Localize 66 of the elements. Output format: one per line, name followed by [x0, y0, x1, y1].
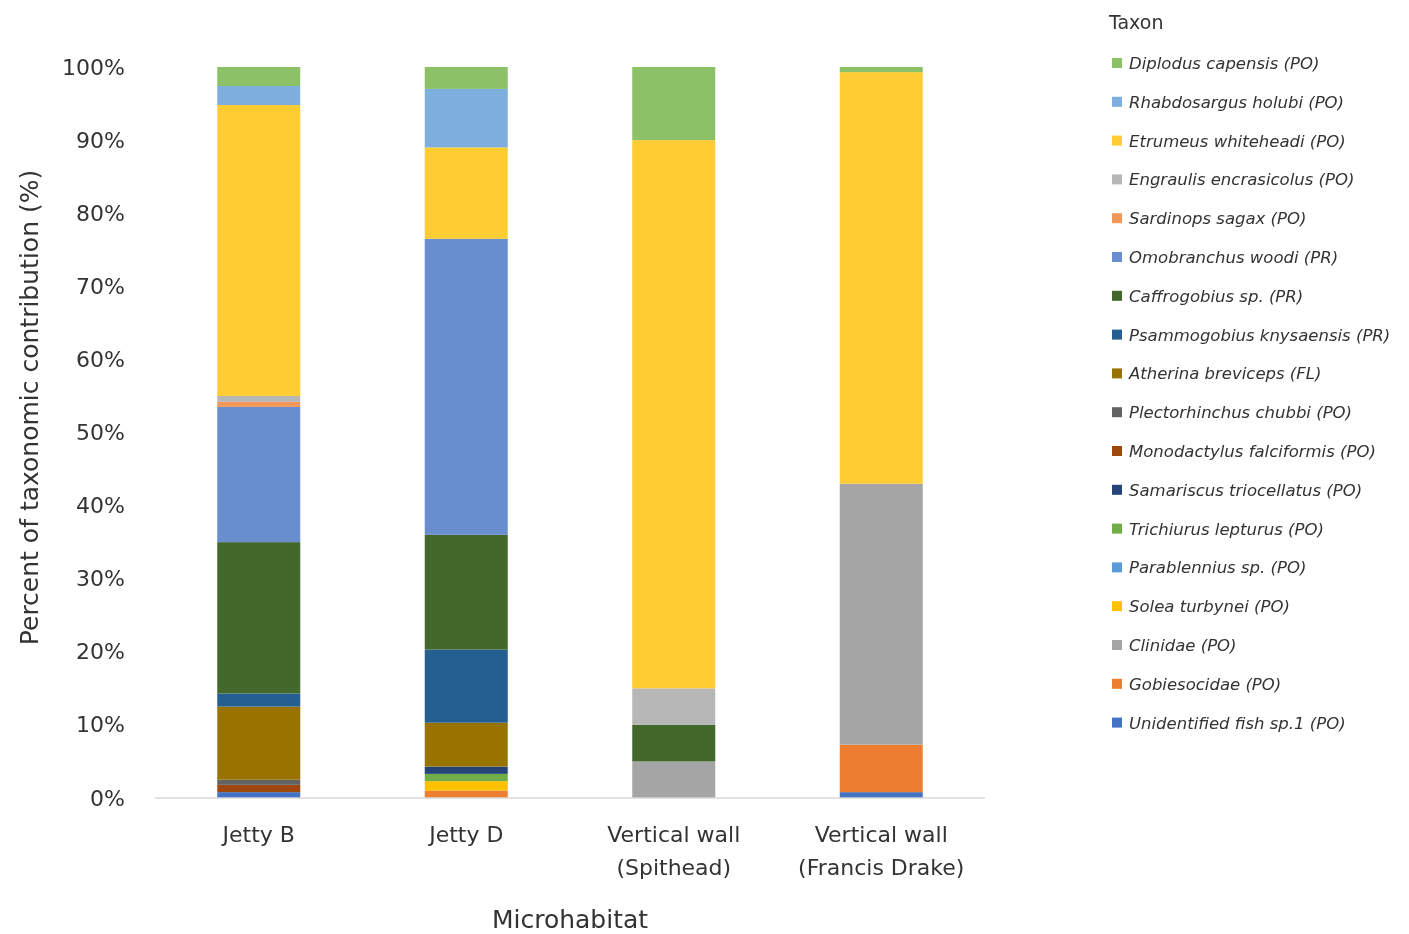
y-tick-label: 70%	[76, 273, 125, 299]
y-tick-label: 10%	[76, 712, 125, 738]
bar	[217, 779, 301, 785]
y-axis-title: Percent of taxonomic contribution (%)	[15, 169, 44, 646]
bar	[217, 542, 301, 694]
bar	[217, 784, 301, 793]
y-tick-label: 90%	[76, 127, 125, 153]
legend-label: Rhabdosargus holubi (PO)	[1129, 92, 1345, 112]
legend-label: Gobiesocidae (PO)	[1129, 674, 1282, 694]
x-tick-label: Vertical wall (Francis Drake)	[798, 821, 965, 880]
bar	[217, 395, 301, 402]
bar	[424, 147, 508, 239]
bar	[839, 72, 923, 484]
y-tick-label: 0%	[90, 785, 125, 811]
bar	[839, 483, 923, 745]
legend-label: Samariscus triocellatus (PO)	[1129, 480, 1363, 500]
bar	[424, 649, 508, 723]
y-tick-label: 40%	[76, 493, 125, 519]
x-tick-label: Vertical wall (Spithead)	[607, 821, 741, 880]
legend-label: Plectorhinchus chubbi (PO)	[1129, 403, 1353, 423]
legend-label: Omobranchus woodi (PR)	[1129, 248, 1339, 267]
y-tick-label: 30%	[76, 566, 125, 592]
bar	[217, 105, 301, 396]
bar	[424, 88, 508, 148]
legend-label: Diplodus capensis (PO)	[1129, 54, 1320, 73]
legend-label: Caffrogobius sp. (PR)	[1129, 286, 1304, 306]
x-tick-label: Jetty B	[220, 821, 295, 847]
bar	[424, 238, 508, 535]
legend-label: Unidentified fish sp.1 (PO)	[1129, 713, 1346, 733]
bar	[217, 693, 301, 707]
bar	[424, 766, 508, 774]
bar	[839, 744, 923, 793]
bar	[632, 67, 716, 141]
bar	[424, 534, 508, 650]
bar	[424, 722, 508, 767]
legend-label: Clinidae (PO)	[1129, 636, 1237, 655]
legend-label: Solea turbynei (PO)	[1129, 597, 1290, 617]
bar	[217, 401, 301, 407]
legend-label: Trichiurus lepturus (PO)	[1129, 519, 1324, 539]
bar	[632, 724, 716, 762]
legend-label: Parablennius sp. (PO)	[1129, 558, 1307, 578]
bar	[424, 773, 508, 782]
bar	[632, 761, 716, 798]
legend-label: Etrumeus whiteheadi (PO)	[1129, 131, 1346, 151]
bar	[424, 781, 508, 791]
bar	[632, 140, 716, 689]
bar	[217, 706, 301, 780]
y-tick-label: 60%	[76, 346, 125, 372]
bar	[217, 86, 301, 106]
x-tick-label: Jetty D	[427, 821, 504, 847]
y-tick-label: 80%	[76, 200, 125, 226]
bar	[632, 688, 716, 725]
y-tick-label: 50%	[76, 420, 125, 446]
legend-label: Monodactylus falciformis (PO)	[1129, 442, 1376, 461]
bar	[424, 67, 508, 89]
x-axis-title: Microhabitat	[491, 905, 649, 934]
legend-label: Sardinops sagax (PO)	[1129, 209, 1307, 229]
bar	[217, 67, 301, 87]
legend-title: Taxon	[1108, 11, 1164, 33]
legend-label: Psammogobius knysaensis (PR)	[1129, 325, 1391, 345]
bar	[839, 67, 923, 73]
y-tick-label: 20%	[76, 639, 125, 665]
bar	[217, 406, 301, 543]
y-tick-label: 100%	[62, 54, 125, 80]
legend-label: Atherina breviceps (FL)	[1128, 364, 1322, 384]
legend-label: Engraulis encrasicolus (PO)	[1129, 170, 1355, 190]
